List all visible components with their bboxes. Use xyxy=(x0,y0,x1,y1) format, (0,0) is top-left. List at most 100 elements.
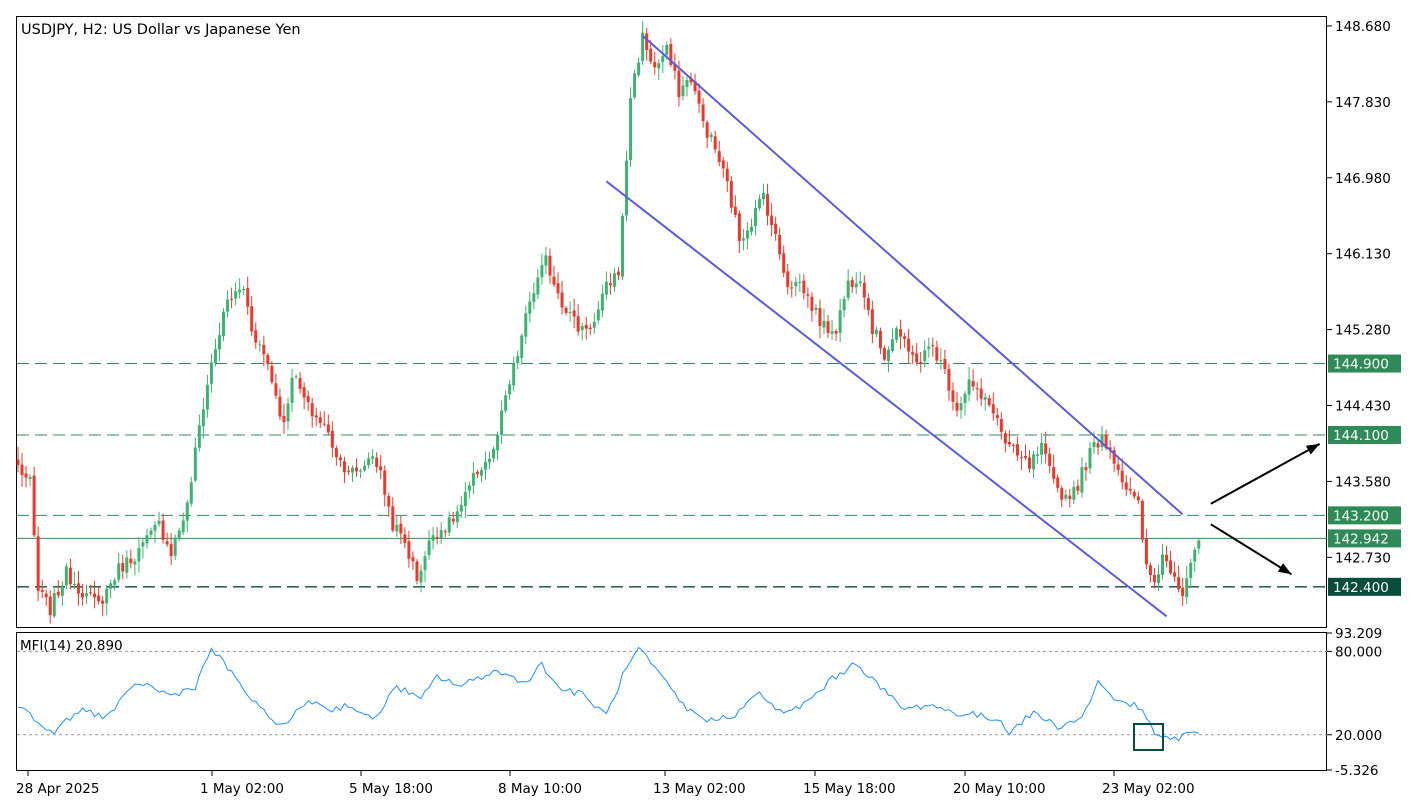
candle-body xyxy=(145,535,149,544)
candle-body xyxy=(270,365,274,383)
candle-body xyxy=(230,298,234,300)
arrow-up[interactable] xyxy=(1210,443,1321,505)
candle-body xyxy=(28,477,32,480)
candle-body xyxy=(1072,487,1076,500)
support-resistance-levels xyxy=(17,363,1327,588)
candle-body xyxy=(858,281,862,284)
candle-body xyxy=(838,310,842,333)
candle-body xyxy=(451,518,455,522)
candle-body xyxy=(483,461,487,470)
candle-body xyxy=(685,80,689,87)
candle-body xyxy=(197,425,201,448)
candle-body xyxy=(407,541,411,559)
candle-body xyxy=(616,271,620,276)
candle-body xyxy=(56,591,60,596)
arrow-up-head xyxy=(1305,443,1320,455)
price-labels: 144.900 144.100 143.200 142.400 142.942 xyxy=(1328,354,1401,596)
candle-body xyxy=(314,415,318,418)
candle-body xyxy=(161,520,165,540)
candle-body xyxy=(117,563,121,580)
candle-body xyxy=(222,311,226,336)
candle-body xyxy=(580,325,584,330)
candle-body xyxy=(1181,587,1185,597)
candle-body xyxy=(415,561,419,581)
candle-body xyxy=(1104,434,1108,449)
candle-body xyxy=(133,561,137,565)
upper-channel-line[interactable] xyxy=(641,35,1184,516)
candle-body xyxy=(193,447,197,481)
candle-body xyxy=(560,292,564,308)
level-price-label-bg xyxy=(1328,506,1401,525)
candle-body xyxy=(826,321,830,333)
drawn-objects xyxy=(605,35,1321,618)
candle-body xyxy=(1152,575,1156,583)
candle-body xyxy=(48,596,52,616)
candle-body xyxy=(125,557,129,573)
candle-body xyxy=(185,502,189,521)
lower-channel-line[interactable] xyxy=(605,180,1168,618)
candle-body xyxy=(943,358,947,369)
candle-body xyxy=(383,470,387,495)
candle-body xyxy=(673,63,677,71)
candle-body xyxy=(1040,442,1044,455)
candle-body xyxy=(733,206,737,215)
candle-body xyxy=(89,592,93,594)
candle-body xyxy=(979,388,983,399)
candle-body xyxy=(725,168,729,182)
candle-body xyxy=(234,291,238,299)
candle-body xyxy=(242,289,246,291)
candle-body xyxy=(72,584,76,586)
candle-body xyxy=(633,73,637,98)
mfi-tick-label: -5.326 xyxy=(1335,763,1379,779)
candle-body xyxy=(951,390,955,402)
candle-body xyxy=(528,301,532,314)
candle-body xyxy=(322,423,326,425)
current-price-label-bg xyxy=(1328,529,1401,548)
candle-body xyxy=(1140,500,1144,540)
mfi-tick-label: 93.209 xyxy=(1335,626,1382,642)
mfi-tick-label: 20.000 xyxy=(1335,728,1382,744)
price-tick-label: 142.730 xyxy=(1335,550,1391,566)
candle-body xyxy=(693,81,697,92)
candle-body xyxy=(963,393,967,404)
time-tick-label: 28 Apr 2025 xyxy=(16,781,99,797)
candle-body xyxy=(355,467,359,472)
candle-body xyxy=(564,307,568,313)
candle-body xyxy=(427,540,431,556)
candle-body xyxy=(1068,495,1072,499)
candle-body xyxy=(886,349,890,362)
candle-body xyxy=(681,85,685,97)
level-price-label-bg xyxy=(1328,354,1401,373)
candle-body xyxy=(342,461,346,473)
price-tick-label: 144.430 xyxy=(1335,399,1391,415)
candle-body xyxy=(1177,577,1181,590)
candle-body xyxy=(330,430,334,448)
candle-body xyxy=(778,234,782,255)
candle-body xyxy=(411,557,415,562)
candle-body xyxy=(310,403,314,417)
candle-body xyxy=(653,61,657,68)
candle-body xyxy=(431,535,435,541)
candle-body xyxy=(419,570,423,583)
candle-body xyxy=(149,530,153,535)
candle-body xyxy=(205,384,209,410)
candle-body xyxy=(1144,538,1148,565)
arrow-down[interactable] xyxy=(1210,523,1293,576)
candle-body xyxy=(786,271,790,288)
candle-body xyxy=(758,198,762,209)
candle-body xyxy=(983,397,987,400)
mfi-highlight-box[interactable] xyxy=(1133,723,1164,751)
candle-body xyxy=(129,558,133,564)
candle-body xyxy=(600,293,604,311)
candle-body xyxy=(556,283,560,294)
candle-body xyxy=(459,505,463,512)
candle-body xyxy=(1003,433,1007,444)
candle-body xyxy=(1108,447,1112,450)
candle-body xyxy=(665,44,669,55)
candle-body xyxy=(1120,470,1124,483)
candle-body xyxy=(806,294,810,296)
candle-body xyxy=(677,70,681,98)
candle-body xyxy=(878,330,882,349)
time-tick-label: 8 May 10:00 xyxy=(498,781,582,797)
